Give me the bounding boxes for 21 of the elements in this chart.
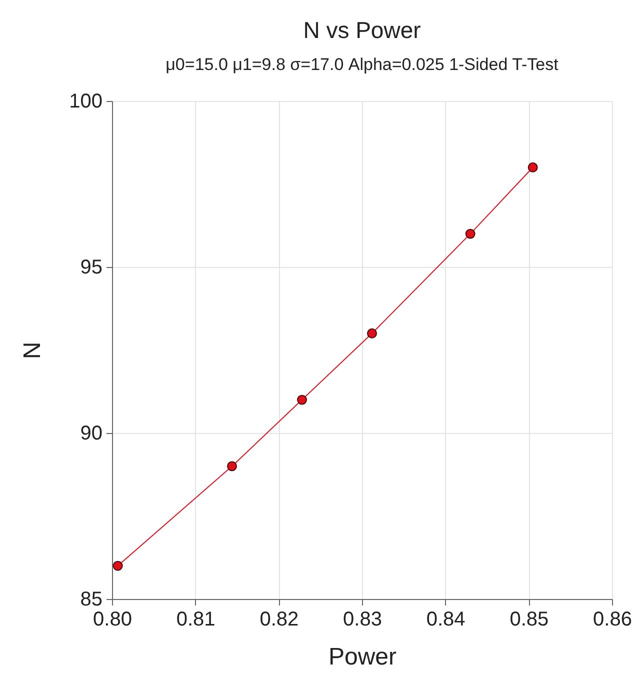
point <box>465 228 476 239</box>
y-tick-label: 90 <box>80 422 102 444</box>
y-tick-label: 85 <box>80 588 102 610</box>
point <box>112 560 123 571</box>
point <box>367 328 377 338</box>
y-tick-label: 100 <box>69 90 102 112</box>
x-tick-label: 0.80 <box>93 608 132 630</box>
point <box>297 394 307 405</box>
x-tick-label: 0.83 <box>343 608 382 630</box>
point <box>528 162 538 172</box>
chart-title: N vs Power <box>303 17 422 43</box>
point <box>227 461 237 472</box>
chart-subtitle: μ0=15.0 μ1=9.8 σ=17.0 Alpha=0.025 1-Sided T-Test <box>166 55 559 74</box>
y-axis-title: N <box>19 342 46 360</box>
x-tick-label: 0.81 <box>176 608 216 630</box>
y-tick-label: 95 <box>80 256 102 278</box>
x-axis-title: Power <box>328 644 397 670</box>
x-tick-label: 0.86 <box>593 608 632 630</box>
x-tick-label: 0.82 <box>260 608 299 630</box>
x-tick-label: 0.85 <box>510 608 549 630</box>
x-tick-label: 0.84 <box>426 608 466 630</box>
